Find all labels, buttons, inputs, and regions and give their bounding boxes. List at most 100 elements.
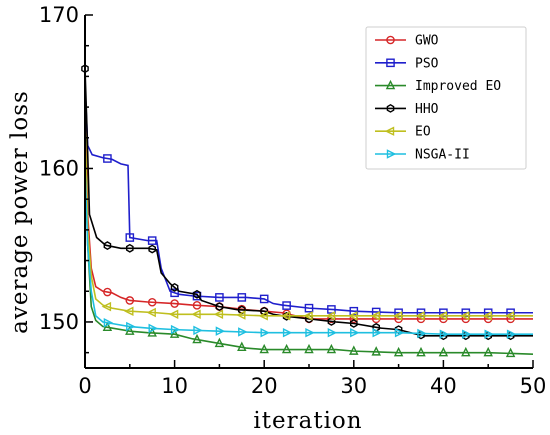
data-point-improved-eo-9: [304, 343, 314, 354]
data-point-nsga-ii-17: [484, 329, 494, 339]
data-point-nsga-ii-4: [193, 325, 203, 336]
data-point-nsga-ii-6: [238, 327, 248, 337]
series-eo: [84, 122, 533, 321]
data-point-eo-1: [124, 306, 134, 316]
data-point-eo-6: [236, 310, 246, 320]
series-layer: [81, 64, 534, 358]
data-point-nsga-ii-7: [260, 327, 270, 338]
legend-marker-pso: [386, 58, 395, 68]
series-line-eo: [84, 122, 533, 317]
data-point-gwo-4: [192, 301, 202, 310]
data-point-eo-18: [504, 311, 515, 321]
legend-label-eo: EO: [415, 125, 431, 140]
data-point-improved-eo-18: [505, 347, 516, 358]
data-point-eo-3: [168, 309, 179, 320]
data-point-nsga-ii-11: [350, 327, 360, 338]
series-nsga-ii: [84, 168, 533, 339]
data-point-improved-eo-8: [281, 343, 292, 354]
x-axis-title: iteration: [253, 408, 362, 434]
data-point-improved-eo-0: [102, 321, 113, 332]
data-point-improved-eo-4: [192, 333, 202, 344]
data-point-improved-eo-2: [147, 327, 157, 337]
data-point-improved-eo-10: [326, 343, 337, 354]
data-point-nsga-ii-1: [126, 321, 136, 332]
data-point-improved-eo-13: [393, 346, 404, 357]
data-point-pso-2: [147, 236, 157, 245]
data-point-eo-2: [146, 307, 156, 318]
data-point-nsga-ii-18: [506, 329, 517, 339]
legend-marker-gwo: [386, 35, 395, 45]
data-point-eo-14: [415, 311, 425, 321]
data-point-hho-1: [103, 241, 112, 250]
data-point-improved-eo-15: [438, 346, 449, 357]
data-point-eo-11: [348, 311, 358, 321]
data-point-improved-eo-1: [125, 325, 135, 335]
data-point-eo-15: [437, 311, 448, 321]
x-tick-label-20: 20: [251, 374, 278, 398]
data-point-improved-eo-5: [214, 337, 225, 348]
data-point-eo-13: [392, 311, 403, 321]
x-tick-label-50: 50: [520, 374, 547, 398]
data-point-hho-3: [148, 244, 157, 254]
data-point-hho-6: [215, 302, 224, 312]
x-tick-label-10: 10: [161, 374, 188, 398]
data-point-nsga-ii-12: [372, 327, 382, 338]
data-point-nsga-ii-13: [394, 327, 405, 338]
data-point-eo-7: [258, 311, 268, 321]
y-axis-title: average power loss: [7, 90, 33, 334]
data-point-pso-5: [215, 293, 224, 302]
data-point-pso-9: [304, 303, 314, 313]
data-point-hho-5: [193, 289, 201, 299]
data-point-pso-0: [103, 154, 112, 163]
data-point-eo-10: [325, 311, 336, 321]
axes: 0 10 20 30 40 50 150 160 170: [39, 3, 546, 398]
legend-label-nsga-ii: NSGA-II: [415, 148, 470, 163]
y-tick-label-170: 170: [39, 3, 79, 27]
legend-marker-improved-eo: [385, 79, 396, 90]
legend: GWO PSO Improved EO HHO EO NSGA-II: [365, 26, 527, 170]
data-point-improved-eo-3: [169, 328, 180, 338]
x-tick-label-40: 40: [430, 374, 457, 398]
data-point-pso-8: [282, 301, 291, 310]
series-improved-eo: [84, 114, 534, 358]
legend-label-gwo: GWO: [415, 34, 439, 49]
series-line-nsga-ii: [84, 168, 533, 336]
data-point-hho-8: [260, 306, 269, 316]
legend-marker-eo: [384, 126, 395, 136]
data-point-nsga-ii-5: [215, 326, 226, 336]
data-point-eo-5: [213, 309, 224, 320]
data-point-nsga-ii-2: [148, 323, 158, 334]
legend-label-hho: HHO: [415, 102, 439, 117]
data-point-improved-eo-17: [483, 346, 493, 357]
data-point-gwo-0: [103, 287, 112, 297]
x-tick-label-0: 0: [78, 374, 91, 398]
data-point-gwo-2: [147, 297, 157, 307]
series-line-improved-eo: [84, 114, 534, 355]
data-point-improved-eo-6: [237, 341, 247, 351]
series-line-hho: [84, 68, 533, 337]
data-point-eo-9: [303, 311, 313, 321]
data-point-improved-eo-12: [371, 346, 381, 356]
data-point-improved-eo-7: [259, 343, 269, 354]
data-point-improved-eo-16: [461, 346, 471, 357]
data-point-nsga-ii-0: [103, 317, 114, 328]
data-point-eo-16: [460, 311, 470, 321]
data-point-nsga-ii-16: [462, 329, 472, 339]
data-point-pso-3: [170, 288, 179, 298]
data-point-pso-7: [259, 294, 269, 304]
data-point-pso-6: [237, 293, 247, 302]
legend-marker-hho: [386, 103, 395, 113]
data-point-hho-2: [125, 243, 134, 253]
data-point-nsga-ii-10: [327, 327, 338, 338]
legend-label-pso: PSO: [415, 56, 439, 71]
data-point-eo-8: [280, 311, 291, 321]
legend-marker-nsga-ii: [386, 149, 397, 159]
data-point-eo-17: [482, 311, 492, 321]
data-point-eo-0: [101, 301, 112, 312]
data-point-nsga-ii-15: [439, 329, 450, 339]
data-point-eo-12: [370, 311, 380, 321]
legend-label-improved-eo: Improved EO: [415, 79, 501, 94]
data-point-hho-12: [349, 319, 358, 328]
data-point-eo-4: [191, 309, 201, 320]
